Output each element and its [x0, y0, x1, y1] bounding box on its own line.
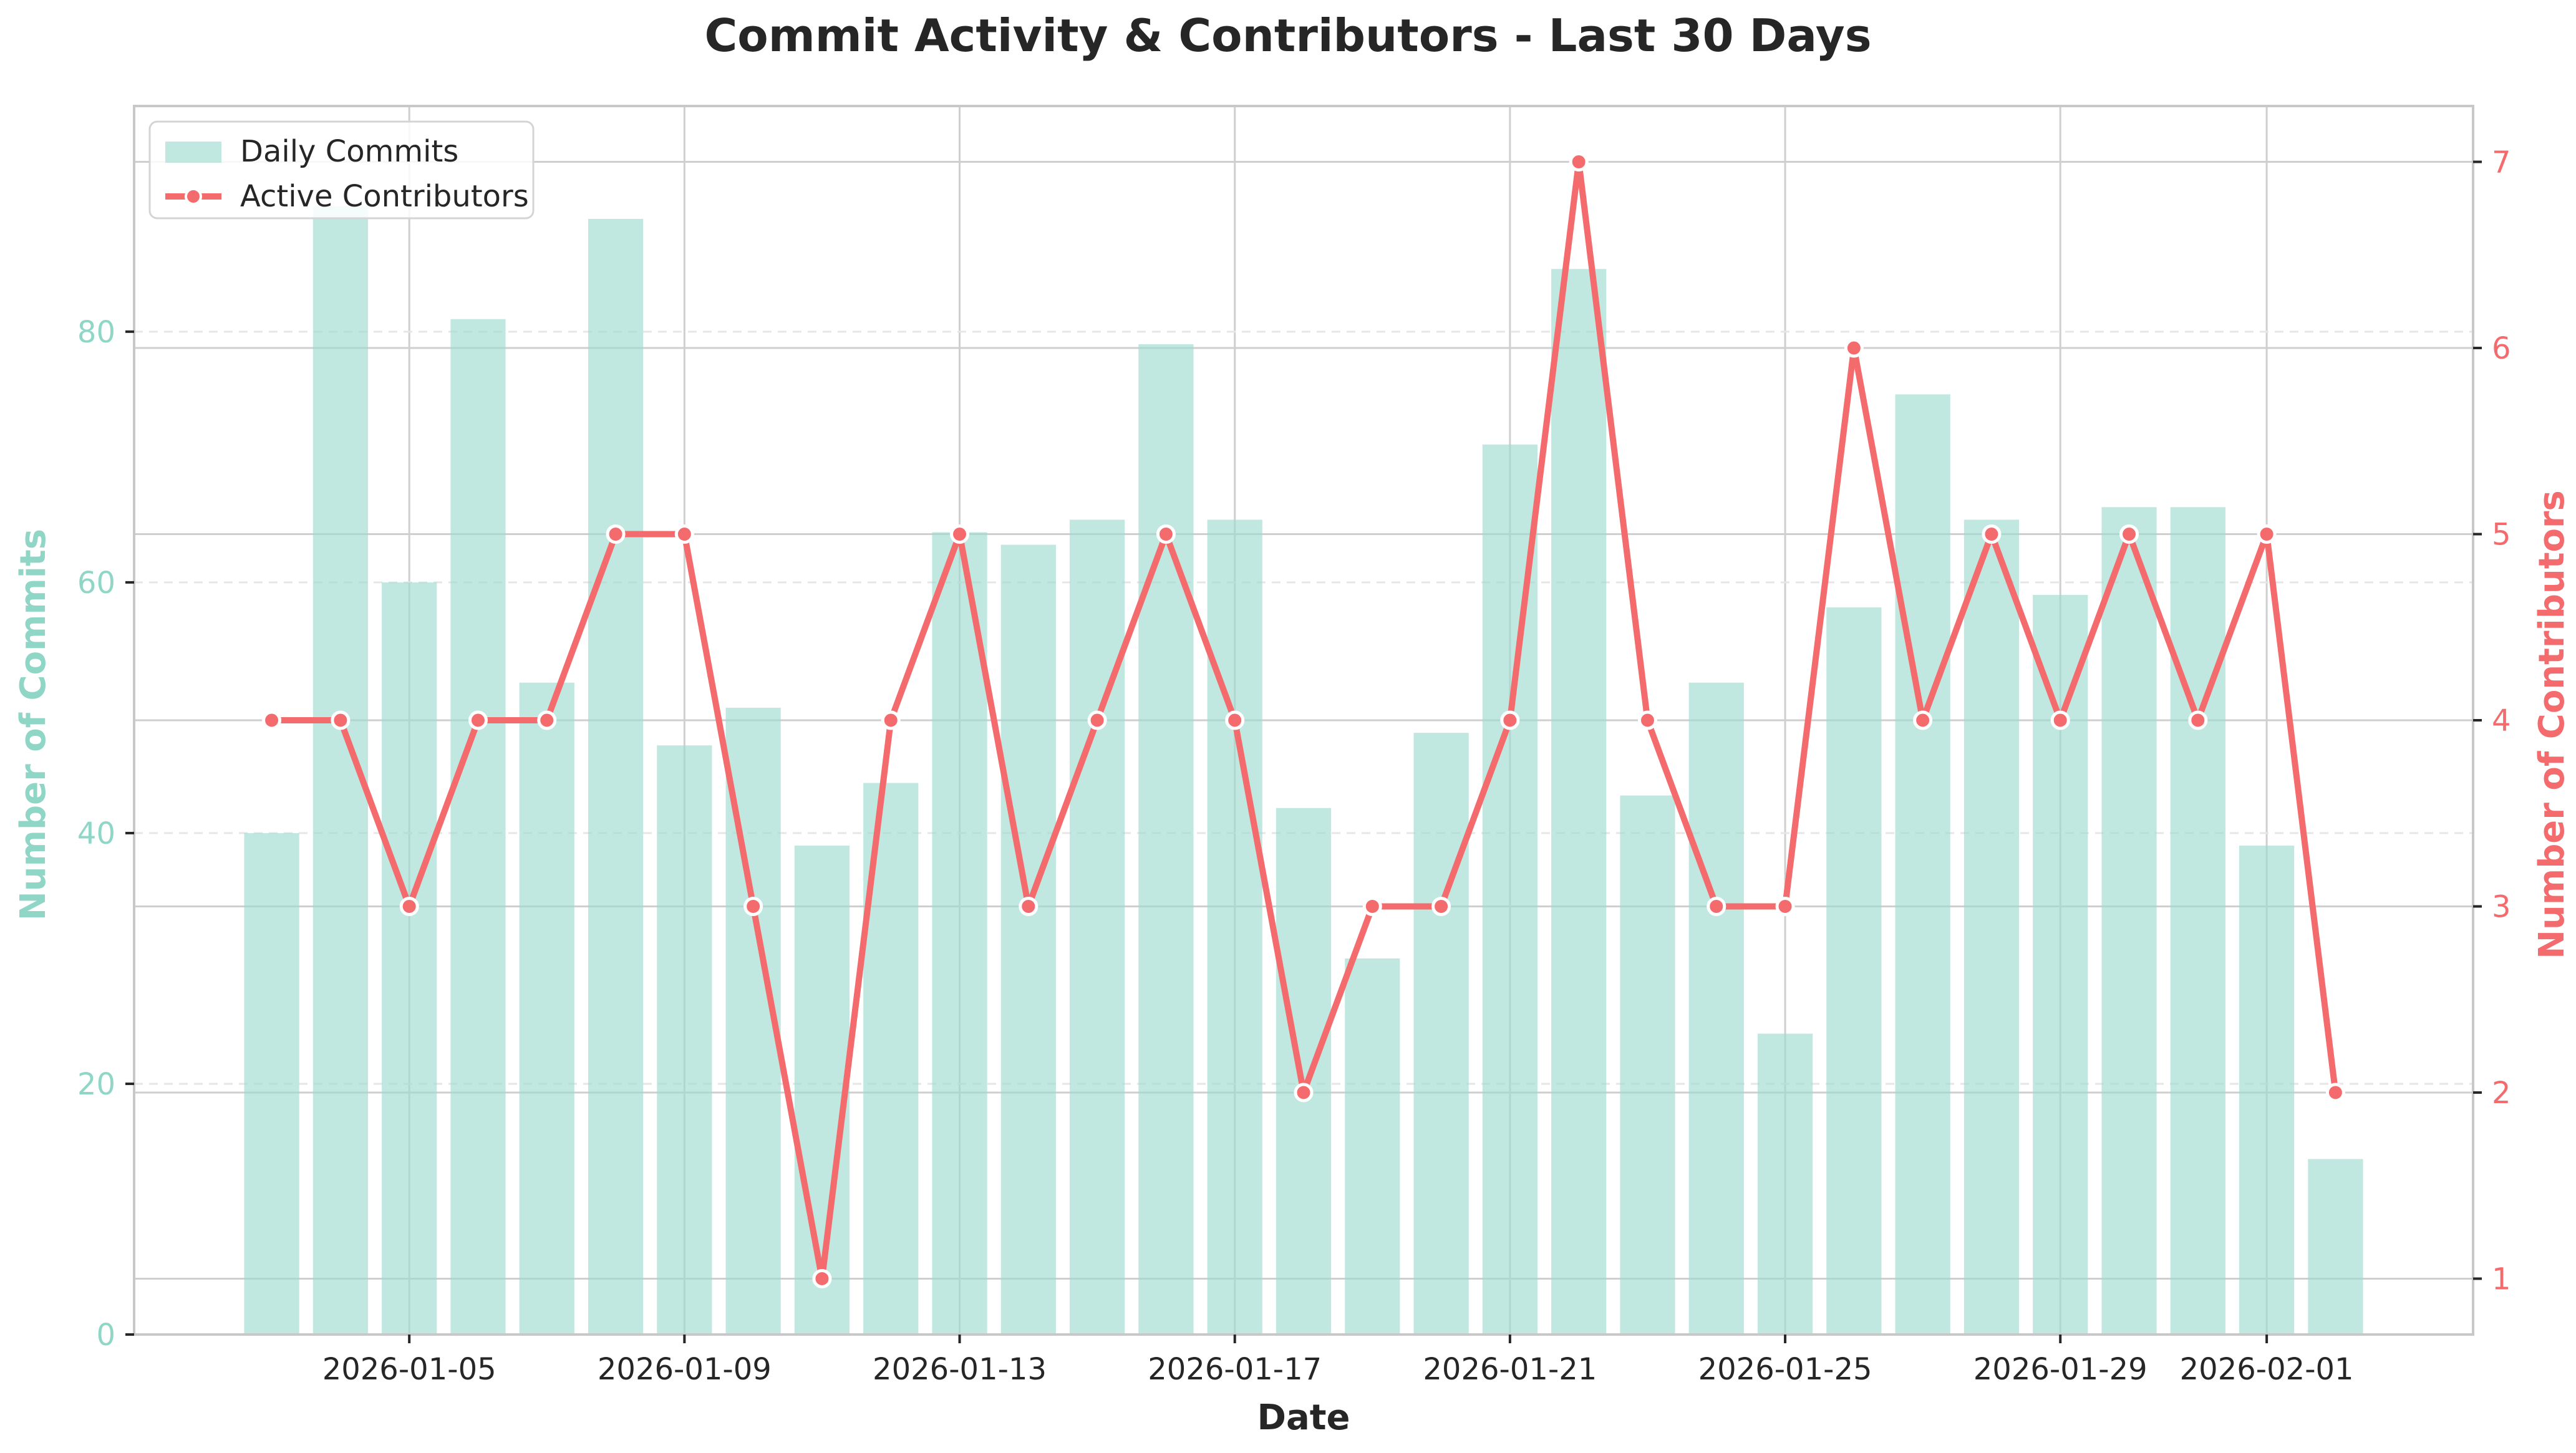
- commit-bar: [1620, 795, 1675, 1335]
- commit-bar: [1345, 958, 1400, 1335]
- contributors-point: [1019, 896, 1039, 916]
- contributors-point: [468, 710, 488, 730]
- x-tick-label: 2026-02-01: [2180, 1352, 2354, 1387]
- contributors-point: [606, 524, 626, 544]
- commit-bar: [2033, 594, 2088, 1335]
- x-tick-label: 2026-01-05: [322, 1352, 496, 1387]
- commit-bar: [450, 319, 506, 1335]
- contributors-point: [674, 524, 694, 544]
- commit-bar: [588, 218, 644, 1335]
- y2-tick-label: 2: [2492, 1076, 2511, 1111]
- contributors-point: [2325, 1083, 2345, 1103]
- commit-bar: [1070, 519, 1125, 1335]
- y-tick-label: 60: [77, 566, 115, 601]
- y-tick-label: 20: [77, 1067, 115, 1102]
- commit-bar: [932, 532, 987, 1335]
- commit-bar: [244, 833, 299, 1335]
- commit-bar: [1688, 682, 1744, 1335]
- x-tick-label: 2026-01-21: [1423, 1352, 1597, 1387]
- commit-bar: [657, 745, 712, 1335]
- contributors-point: [1775, 896, 1795, 916]
- commit-bar: [1826, 607, 1882, 1335]
- y2-tick-label: 6: [2492, 331, 2511, 366]
- chart-title: Commit Activity & Contributors - Last 30…: [704, 9, 1871, 62]
- contributors-point: [1707, 896, 1726, 916]
- legend-label-commits: Daily Commits: [240, 134, 458, 169]
- commit-bar: [2308, 1159, 2363, 1335]
- y-axis-label: Number of Commits: [13, 529, 54, 920]
- contributors-point: [1087, 710, 1107, 730]
- x-axis-label: Date: [1257, 1397, 1350, 1438]
- contributors-point: [743, 896, 763, 916]
- commit-bar: [1413, 733, 1469, 1335]
- contributors-point: [1844, 338, 1864, 358]
- contributors-point: [2257, 524, 2277, 544]
- contributors-point: [2188, 710, 2208, 730]
- commit-bar: [1963, 519, 2020, 1335]
- contributors-point: [812, 1268, 832, 1288]
- commit-bar: [1551, 269, 1607, 1335]
- y2-axis-label: Number of Contributors: [2532, 490, 2572, 959]
- x-tick-label: 2026-01-17: [1148, 1352, 1322, 1387]
- y2-tick-label: 5: [2492, 518, 2511, 553]
- contributors-point: [1913, 710, 1933, 730]
- contributors-point: [1156, 524, 1176, 544]
- contributors-point: [950, 524, 970, 544]
- y2-tick-label: 1: [2492, 1262, 2511, 1296]
- y-tick-label: 80: [77, 315, 115, 350]
- x-tick-label: 2026-01-13: [873, 1352, 1047, 1387]
- contributors-point: [881, 710, 901, 730]
- contributors-point: [2119, 524, 2139, 544]
- y2-tick-label: 4: [2492, 703, 2511, 738]
- commit-bar: [1138, 344, 1194, 1335]
- contributors-point: [262, 710, 282, 730]
- commit-bar: [519, 682, 574, 1335]
- contributors-point: [537, 710, 557, 730]
- contributors-point: [1569, 152, 1589, 172]
- commit-bar: [1000, 544, 1056, 1335]
- y2-tick-label: 7: [2492, 145, 2511, 180]
- x-tick-label: 2026-01-09: [598, 1352, 772, 1387]
- commit-bar: [1276, 808, 1332, 1335]
- legend-label-contributors: Active Contributors: [240, 179, 529, 214]
- contributors-point: [1500, 710, 1520, 730]
- contributors-point: [2050, 710, 2070, 730]
- commit-bar: [2170, 507, 2225, 1335]
- contributors-point: [331, 710, 351, 730]
- commit-bar: [2101, 507, 2157, 1335]
- contributors-point: [1225, 710, 1245, 730]
- legend-bar-swatch: [165, 142, 221, 163]
- commit-bar: [2239, 846, 2295, 1335]
- commit-bar: [1895, 394, 1950, 1335]
- commit-bar: [794, 846, 850, 1335]
- y2-tick-label: 3: [2492, 889, 2511, 924]
- y-tick-label: 0: [96, 1318, 115, 1353]
- commit-bar: [1207, 519, 1262, 1335]
- x-tick-label: 2026-01-29: [1973, 1352, 2147, 1387]
- contributors-point: [399, 896, 419, 916]
- legend-line-marker: [185, 188, 202, 205]
- contributors-point: [1431, 896, 1451, 916]
- commit-bar: [1757, 1033, 1813, 1335]
- x-tick-label: 2026-01-25: [1698, 1352, 1872, 1387]
- commit-bar: [382, 582, 437, 1335]
- legend-box: [148, 120, 535, 220]
- contributors-point: [1294, 1083, 1314, 1103]
- contributors-point: [1982, 524, 2002, 544]
- contributors-point: [1637, 710, 1657, 730]
- y-tick-label: 40: [77, 816, 115, 851]
- contributors-point: [1362, 896, 1382, 916]
